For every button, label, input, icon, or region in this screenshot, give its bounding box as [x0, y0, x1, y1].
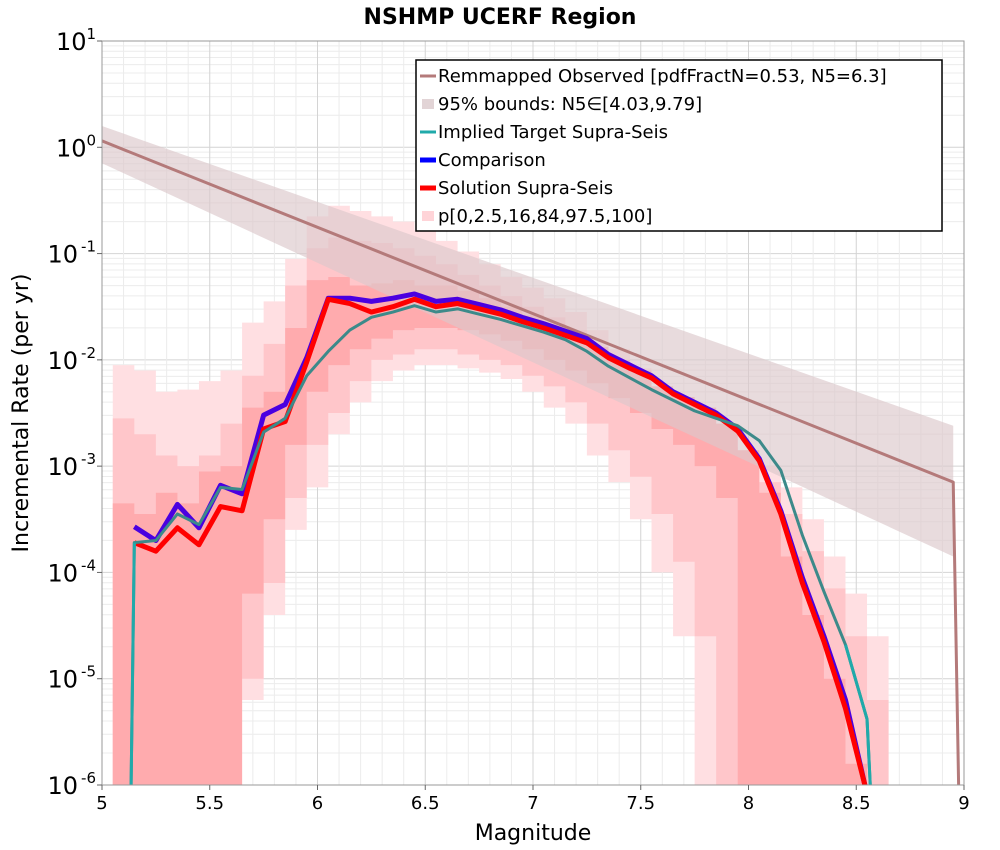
x-tick-label: 8 — [743, 793, 754, 814]
legend-item: Comparison — [420, 150, 546, 171]
legend-label: Solution Supra-Seis — [438, 178, 613, 199]
y-tick-base: 10 — [56, 134, 87, 162]
legend-label: Comparison — [438, 150, 546, 171]
y-tick-base: 10 — [47, 347, 78, 375]
x-tick-label: 6.5 — [411, 793, 440, 814]
y-tick-label: -110 — [47, 238, 96, 269]
chart-title: NSHMP UCERF Region — [364, 5, 637, 30]
y-tick-exponent: -2 — [81, 344, 96, 362]
y-tick-label: 010 — [56, 131, 96, 162]
solution-line — [133, 296, 868, 785]
legend-label: 95% bounds: N5∈[4.03,9.79] — [438, 94, 702, 115]
legend-swatch — [422, 211, 434, 221]
legend-label: Implied Target Supra-Seis — [438, 122, 668, 143]
y-tick-exponent: -5 — [81, 663, 96, 681]
x-tick-label: 7 — [527, 793, 538, 814]
y-tick-exponent: -6 — [81, 769, 96, 787]
observed-bounds-band — [102, 126, 954, 557]
legend-item: Solution Supra-Seis — [420, 178, 613, 199]
y-tick-label: -510 — [47, 663, 96, 694]
legend-label: p[0,2.5,16,84,97.5,100] — [438, 206, 652, 227]
y-axis-label: Incremental Rate (per yr) — [9, 274, 34, 553]
x-tick-label: 8.5 — [842, 793, 871, 814]
observed-line — [102, 139, 961, 785]
y-tick-base: 10 — [47, 559, 78, 587]
y-tick-label: -610 — [47, 769, 96, 800]
x-tick-label: 7.5 — [626, 793, 655, 814]
y-tick-exponent: 0 — [86, 131, 96, 149]
implied-target-tail — [844, 644, 872, 785]
y-tick-base: 10 — [47, 772, 78, 800]
y-tick-exponent: -1 — [81, 238, 96, 256]
legend-item: p[0,2.5,16,84,97.5,100] — [422, 206, 652, 227]
y-tick-base: 10 — [47, 453, 78, 481]
y-tick-base: 10 — [56, 28, 87, 56]
legend-swatch — [422, 99, 434, 109]
x-tick-label: 6 — [312, 793, 323, 814]
y-tick-base: 10 — [47, 666, 78, 694]
y-tick-label: 110 — [56, 25, 96, 56]
legend-item: 95% bounds: N5∈[4.03,9.79] — [422, 94, 702, 115]
y-tick-exponent: -4 — [81, 556, 96, 574]
legend-box — [415, 59, 943, 232]
legend-label: Remmapped Observed [pdfFractN=0.53, N5=6… — [438, 66, 887, 87]
x-tick-label: 5 — [96, 793, 107, 814]
implied-target-head — [129, 542, 136, 785]
legend-item: Implied Target Supra-Seis — [420, 122, 668, 143]
y-tick-base: 10 — [47, 241, 78, 269]
x-tick-label: 9 — [958, 793, 969, 814]
implied-target-line — [129, 304, 872, 785]
legend: Remmapped Observed [pdfFractN=0.53, N5=6… — [415, 59, 943, 232]
x-axis: 5 5.5 6 6.5 7 7.5 8 8.5 9 — [96, 785, 970, 814]
y-tick-label: -310 — [47, 450, 96, 481]
legend-item: Remmapped Observed [pdfFractN=0.53, N5=6… — [420, 66, 887, 87]
x-axis-label: Magnitude — [475, 821, 592, 846]
y-tick-exponent: 1 — [86, 25, 96, 43]
y-tick-label: -410 — [47, 556, 96, 587]
y-tick-label: -210 — [47, 344, 96, 375]
y-tick-exponent: -3 — [81, 450, 96, 468]
x-tick-label: 5.5 — [195, 793, 224, 814]
